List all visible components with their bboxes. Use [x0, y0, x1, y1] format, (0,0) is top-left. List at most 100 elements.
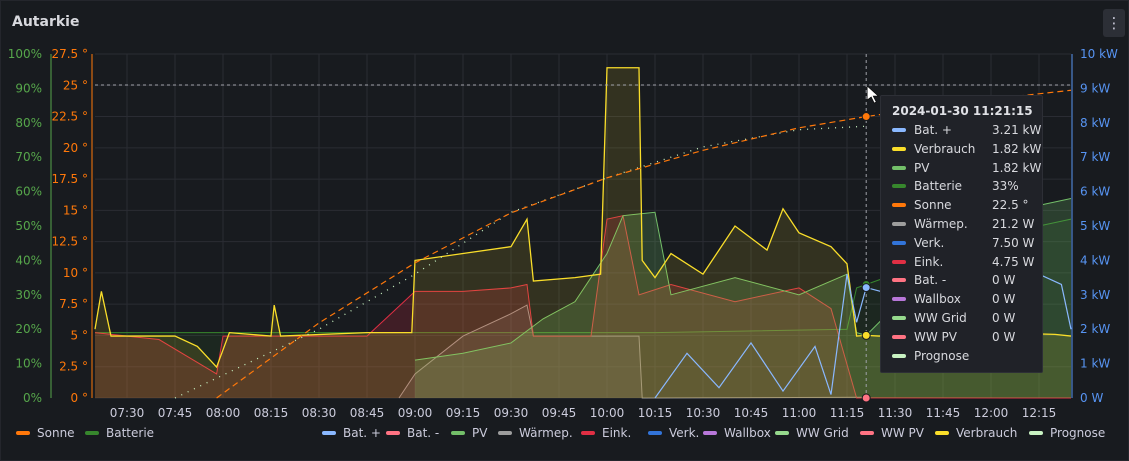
legend-item[interactable]: Bat. +	[322, 426, 381, 440]
y-tick-percent: 100%	[8, 47, 42, 61]
mouse-cursor-icon	[866, 85, 879, 104]
tooltip-series-value: 4.75 W	[992, 254, 1035, 269]
y-tick-degrees: 22.5 °	[51, 110, 88, 124]
tooltip-row: Eink. 4.75 W	[892, 253, 1034, 271]
legend-swatch	[451, 431, 465, 435]
y-tick-power: 5 kW	[1080, 219, 1110, 233]
panel-menu-button[interactable]: ⋮	[1103, 9, 1125, 37]
legend-swatch	[775, 431, 789, 435]
legend-label: Wärmep.	[519, 426, 573, 440]
tooltip-series-name: WW Grid	[914, 311, 967, 325]
x-tick-label: 10:15	[638, 406, 673, 420]
legend-item[interactable]: Bat. -	[386, 426, 439, 440]
tooltip-swatch	[892, 259, 906, 264]
tooltip-series-value: 33%	[992, 179, 1019, 194]
y-tick-degrees: 12.5 °	[51, 235, 88, 249]
tooltip-series-name: Sonne	[914, 198, 952, 213]
tooltip-row: Bat. - 0 W	[892, 271, 1015, 289]
y-tick-power: 3 kW	[1080, 288, 1110, 302]
y-tick-degrees: 20 °	[63, 141, 88, 155]
x-tick-label: 08:30	[302, 406, 337, 420]
hover-point-verbrauch	[861, 330, 871, 340]
series-line-eink-	[94, 215, 1072, 399]
tooltip-swatch	[892, 316, 906, 320]
tooltip-row: Verk. 7.50 W	[892, 234, 1034, 252]
legend-label: Bat. -	[407, 426, 440, 440]
legend-item[interactable]: Sonne	[16, 426, 75, 440]
legend-label: Verbrauch	[956, 426, 1018, 440]
legend-item[interactable]: Prognose	[1029, 426, 1105, 440]
tooltip-series-value: 1.82 kW	[992, 141, 1042, 156]
y-tick-degrees: 0 °	[71, 391, 88, 405]
y-tick-percent: 30%	[15, 288, 42, 302]
y-tick-degrees: 10 °	[63, 266, 88, 280]
tooltip-series-name: Wärmep.	[914, 217, 968, 231]
tooltip-swatch	[892, 165, 906, 170]
legend-swatch	[703, 431, 717, 435]
legend-item[interactable]: Wärmep.	[498, 426, 573, 440]
y-tick-percent: 90%	[15, 81, 42, 95]
x-tick-label: 11:00	[782, 406, 817, 420]
tooltip-row: Prognose	[892, 347, 992, 365]
y-tick-percent: 10%	[15, 357, 42, 371]
x-tick-label: 08:45	[350, 406, 385, 420]
hover-point-sonne	[861, 112, 871, 122]
legend-item[interactable]: WW PV	[860, 426, 924, 440]
tooltip-series-name: Wallbox	[914, 292, 961, 307]
panel-title: Autarkie	[12, 14, 80, 30]
tooltip-row: PV 1.82 kW	[892, 159, 1041, 177]
y-tick-degrees: 7.5 °	[59, 297, 88, 311]
legend-item[interactable]: Batterie	[85, 426, 154, 440]
tooltip-series-value: 0 W	[992, 329, 1016, 344]
y-tick-power: 0 W	[1080, 391, 1103, 405]
y-tick-power: 7 kW	[1080, 150, 1110, 164]
tooltip-series-name: Bat. +	[914, 123, 952, 137]
y-tick-percent: 0%	[23, 391, 42, 405]
y-tick-percent: 80%	[15, 116, 42, 130]
tooltip-series-name: Eink.	[914, 254, 944, 269]
legend-label: Bat. +	[343, 426, 381, 440]
x-tick-label: 09:30	[494, 406, 529, 420]
series-line-verbrauch	[94, 67, 1072, 369]
tooltip-series-name: Verk.	[914, 235, 945, 250]
tooltip-swatch	[892, 278, 906, 283]
x-tick-label: 09:15	[446, 406, 481, 420]
tooltip-swatch	[892, 128, 906, 132]
x-tick-label: 09:45	[542, 406, 577, 420]
legend-item[interactable]: PV	[451, 426, 487, 440]
tooltip-series-value: 0 W	[992, 273, 1016, 288]
y-tick-percent: 40%	[15, 253, 42, 267]
tooltip-swatch	[892, 203, 906, 208]
tooltip-series-name: Prognose	[914, 348, 970, 363]
series-area-w-rmep-	[399, 305, 867, 398]
legend-item[interactable]: WW Grid	[775, 426, 849, 440]
legend-item[interactable]: Wallbox	[703, 426, 771, 440]
tooltip-row: WW PV 0 W	[892, 328, 1015, 346]
tooltip-row: Bat. + 3.21 kW	[892, 121, 1041, 139]
x-tick-label: 08:15	[254, 406, 289, 420]
series-area-batterie	[95, 219, 1071, 398]
tooltip-series-name: Bat. -	[914, 273, 947, 288]
tooltip-series-name: Verbrauch	[914, 141, 976, 156]
legend-item[interactable]: Verbrauch	[935, 426, 1017, 440]
legend-item[interactable]: Eink.	[581, 426, 631, 440]
legend-item[interactable]: Verk.	[648, 426, 699, 440]
y-tick-power: 9 kW	[1080, 81, 1110, 95]
y-tick-power: 2 kW	[1080, 322, 1110, 336]
legend-swatch	[85, 431, 99, 435]
x-tick-label: 08:00	[206, 406, 241, 420]
x-tick-label: 12:00	[974, 406, 1009, 420]
y-tick-degrees: 17.5 °	[51, 172, 88, 186]
tooltip-row: Batterie 33%	[892, 177, 1019, 195]
x-tick-label: 11:15	[830, 406, 865, 420]
tooltip-series-value: 1.82 kW	[992, 160, 1042, 175]
y-tick-percent: 70%	[15, 150, 42, 164]
tooltip-row: Sonne 22.5 °	[892, 196, 1029, 214]
tooltip-swatch	[892, 184, 906, 189]
x-tick-label: 10:30	[686, 406, 721, 420]
x-tick-label: 11:45	[926, 406, 961, 420]
x-tick-label: 10:45	[734, 406, 769, 420]
y-tick-degrees: 2.5 °	[59, 360, 88, 374]
y-tick-power: 1 kW	[1080, 357, 1110, 371]
tooltip-series-name: WW PV	[914, 329, 957, 344]
